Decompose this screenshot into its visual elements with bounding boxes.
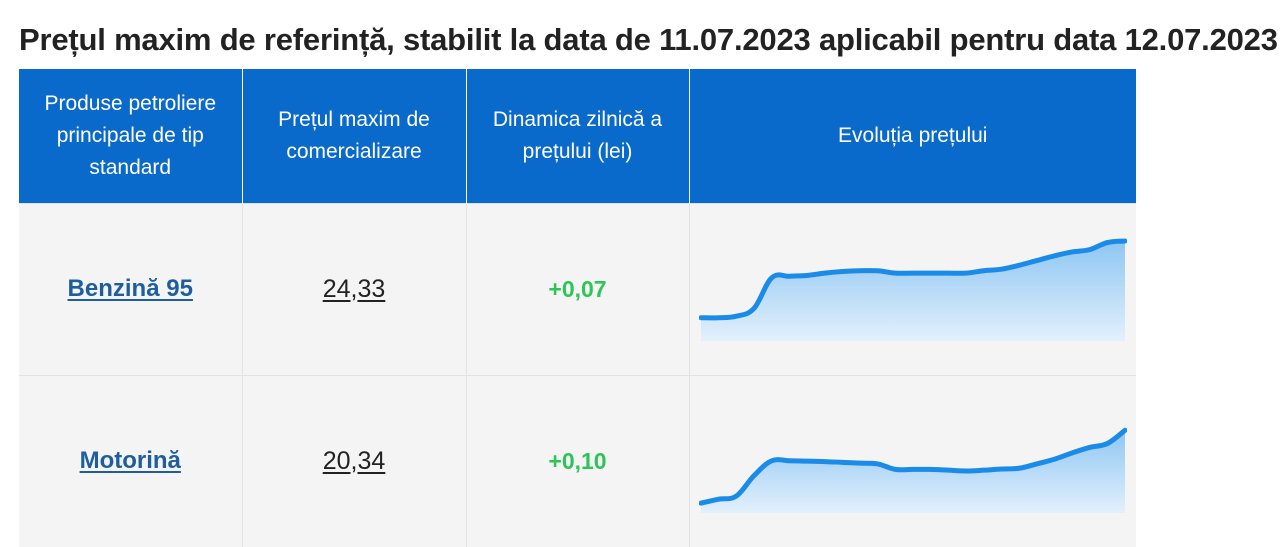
sparkline-line bbox=[698, 427, 1127, 506]
change-cell: +0,07 bbox=[466, 202, 690, 375]
sparkline-line bbox=[698, 238, 1127, 321]
price-table: Produse petroliere principale de tip sta… bbox=[19, 69, 1136, 547]
price-integer[interactable]: 24 bbox=[322, 274, 351, 303]
price-separator: , bbox=[350, 446, 358, 475]
max-price: 20,34 bbox=[323, 447, 386, 475]
sparkline-chart bbox=[698, 427, 1127, 514]
header-price-evolution: Evoluția prețului bbox=[689, 69, 1136, 203]
daily-change: +0,07 bbox=[548, 275, 607, 302]
product-link-benzina-95[interactable]: Benzină 95 bbox=[67, 275, 193, 302]
price-cell: 20,34 bbox=[242, 374, 467, 547]
price-integer[interactable]: 20 bbox=[322, 446, 351, 475]
daily-change: +0,10 bbox=[548, 447, 607, 474]
sparkline-chart bbox=[698, 238, 1127, 341]
price-separator: , bbox=[350, 274, 358, 303]
price-decimal[interactable]: 33 bbox=[357, 274, 386, 303]
table-header-row: Produse petroliere principale de tip sta… bbox=[19, 69, 1136, 203]
max-price: 24,33 bbox=[323, 275, 386, 303]
evolution-cell bbox=[689, 202, 1136, 375]
header-max-price: Prețul maxim de comercializare bbox=[242, 69, 467, 203]
page-title: Prețul maxim de referință, stabilit la d… bbox=[19, 22, 1278, 57]
product-link-motorina[interactable]: Motorină bbox=[79, 447, 181, 475]
table-row: Motorină 20,34 +0,10 bbox=[19, 374, 1136, 547]
price-decimal[interactable]: 34 bbox=[357, 446, 386, 475]
header-product: Produse petroliere principale de tip sta… bbox=[19, 69, 243, 203]
change-cell: +0,10 bbox=[466, 374, 690, 547]
header-daily-change: Dinamica zilnică a prețului (lei) bbox=[466, 69, 690, 203]
product-cell: Benzină 95 bbox=[19, 202, 243, 375]
price-cell: 24,33 bbox=[242, 202, 467, 375]
table-row: Benzină 95 24,33 +0,07 bbox=[19, 202, 1136, 375]
product-cell: Motorină bbox=[19, 374, 243, 547]
evolution-cell bbox=[689, 374, 1136, 547]
